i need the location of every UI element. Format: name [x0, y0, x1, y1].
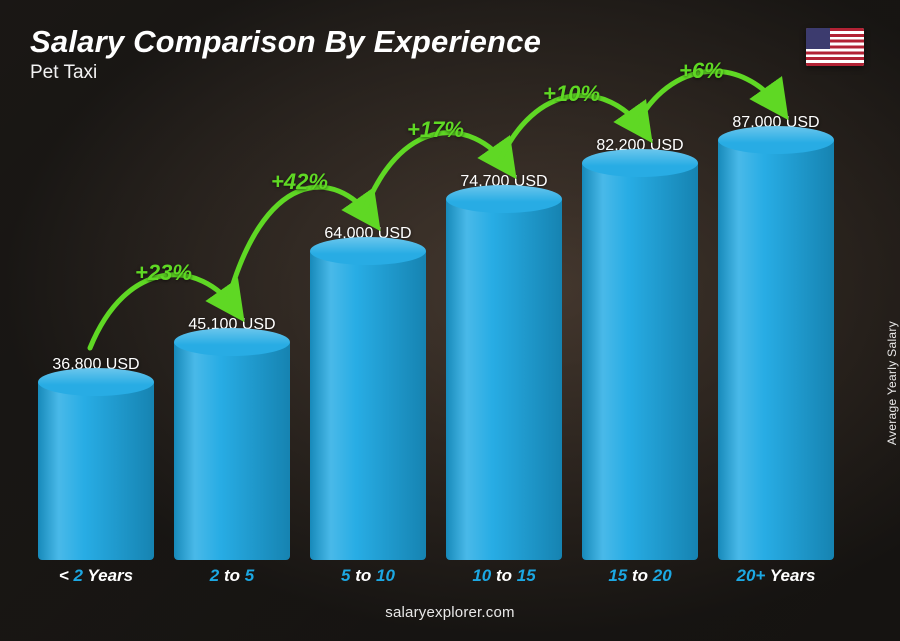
x-axis-label: 2 to 5 — [174, 566, 290, 600]
x-axis-label: < 2 Years — [38, 566, 154, 600]
x-axis-label: 15 to 20 — [582, 566, 698, 600]
bar-column: 74,700 USD — [446, 173, 562, 560]
title-block: Salary Comparison By Experience Pet Taxi — [30, 24, 541, 84]
bar — [174, 342, 290, 560]
bar — [446, 199, 562, 560]
x-axis-label: 10 to 15 — [446, 566, 562, 600]
header: Salary Comparison By Experience Pet Taxi — [30, 24, 870, 84]
x-axis-label: 5 to 10 — [310, 566, 426, 600]
page-subtitle: Pet Taxi — [30, 62, 541, 84]
infographic-container: Salary Comparison By Experience Pet Taxi… — [0, 0, 900, 641]
bar-chart: 36,800 USD45,100 USD64,000 USD74,700 USD… — [30, 94, 870, 600]
us-flag-icon — [806, 28, 864, 66]
bar-column: 36,800 USD — [38, 356, 154, 560]
x-axis-labels: < 2 Years 2 to 5 5 to 10 10 to 15 15 to 20 20… — [30, 566, 842, 600]
bar — [582, 163, 698, 560]
footer-credit: salaryexplorer.com — [30, 604, 870, 621]
bar — [718, 140, 834, 560]
bars-container: 36,800 USD45,100 USD64,000 USD74,700 USD… — [30, 94, 842, 560]
x-axis-label: 20+ Years — [718, 566, 834, 600]
bar-column: 82,200 USD — [582, 137, 698, 560]
bar — [310, 251, 426, 560]
bar — [38, 382, 154, 560]
y-axis-label: Average Yearly Salary — [885, 321, 899, 445]
bar-column: 87,000 USD — [718, 114, 834, 560]
bar-column: 64,000 USD — [310, 225, 426, 560]
page-title: Salary Comparison By Experience — [30, 24, 541, 60]
bar-column: 45,100 USD — [174, 316, 290, 560]
